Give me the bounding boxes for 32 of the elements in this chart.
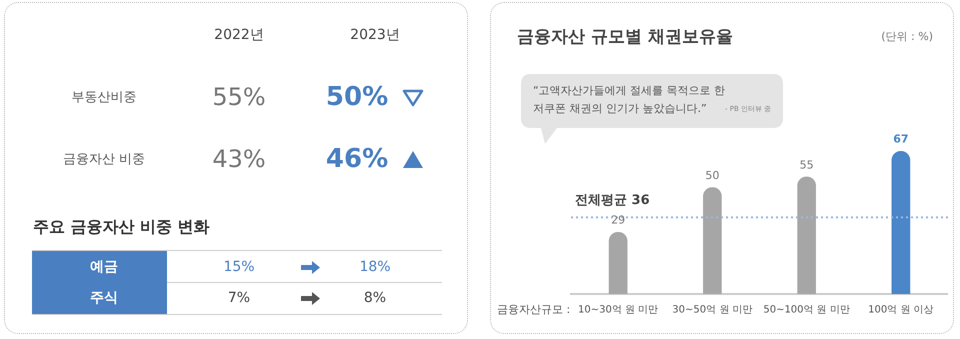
- text: 2022년: [214, 26, 264, 44]
- text: 18%: [359, 259, 391, 275]
- text: (단위 : %): [881, 29, 933, 44]
- chart-title: 금융자산 규모별 채권보유율: [517, 26, 733, 48]
- text: 2023년: [350, 26, 400, 44]
- bar: [608, 232, 628, 294]
- bar: [797, 176, 816, 294]
- text: 8%: [364, 290, 386, 306]
- text: 46%: [326, 144, 388, 174]
- text: 15%: [223, 259, 255, 275]
- text: 50%: [326, 82, 388, 112]
- x-tick-label: 30~50억 원 미만: [672, 304, 752, 316]
- text: 주요 금융자산 비중 변화: [33, 217, 210, 238]
- text: 예금: [90, 258, 118, 276]
- text: 부동산비중: [72, 89, 136, 106]
- text: 주식: [90, 289, 118, 307]
- x-axis-title: 금융자산규모 :: [497, 302, 570, 316]
- x-tick-label: 100억 원 이상: [868, 304, 934, 316]
- bar: [892, 151, 910, 294]
- text: 금융자산 비중: [62, 151, 146, 168]
- ref-line-label: 전체평균 36: [575, 193, 650, 208]
- data-label: 55: [800, 158, 814, 172]
- data-label: 50: [705, 168, 720, 182]
- text: “고액자산가들에게 절세를 목적으로 한 저쿠폰 채권의 인기가 높았습니다.”: [533, 83, 726, 117]
- data-label: 67: [893, 132, 909, 146]
- data-label: 29: [611, 214, 626, 227]
- text: 7%: [228, 290, 250, 306]
- x-tick-label: 50~100억 원 미만: [763, 304, 850, 316]
- bar: [703, 187, 722, 294]
- x-tick-label: 10~30억 원 미만: [578, 304, 658, 316]
- text: 55%: [212, 83, 266, 111]
- text: 43%: [212, 145, 266, 173]
